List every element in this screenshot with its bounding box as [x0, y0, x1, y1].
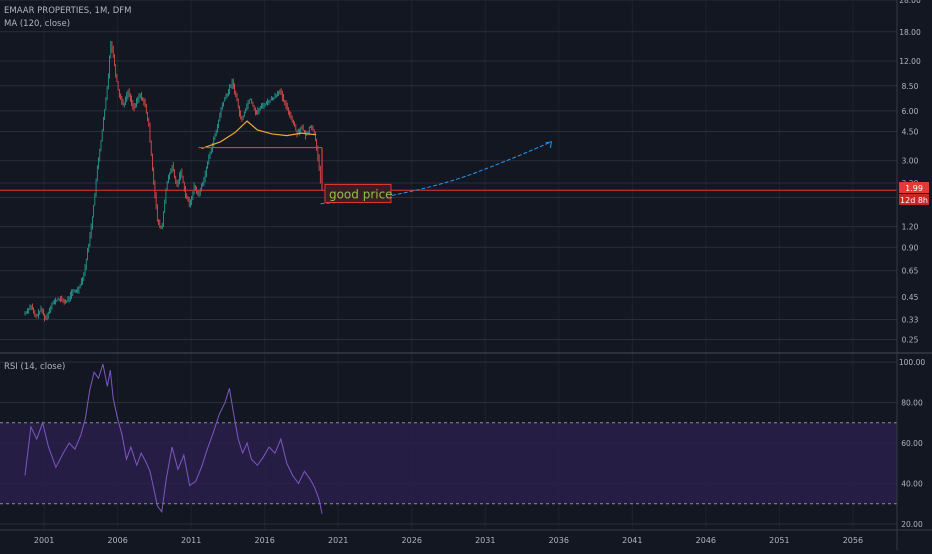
- rsi-tick-label: 80.00: [901, 399, 923, 408]
- countdown-badge: 12d 8h: [899, 194, 929, 205]
- price-tick-label: 28.00: [899, 0, 921, 5]
- good-price-note[interactable]: good price: [324, 183, 393, 203]
- price-series: [24, 40, 321, 322]
- time-tick-label: 2016: [255, 536, 275, 545]
- price-tick-label: 6.00: [902, 107, 919, 116]
- time-tick-label: 2041: [622, 536, 642, 545]
- price-tick-label: 18.00: [899, 28, 921, 37]
- rsi-tick-label: 60.00: [901, 439, 923, 448]
- price-grid: [0, 0, 897, 340]
- price-tick-label: 3.00: [902, 157, 919, 166]
- time-tick-label: 2056: [843, 536, 863, 545]
- last-price-label: 1.99: [905, 184, 923, 193]
- time-tick-label: 2001: [34, 536, 54, 545]
- time-tick-label: 2046: [696, 536, 716, 545]
- price-tick-label: 12.00: [899, 57, 921, 66]
- rsi-legend[interactable]: RSI (14, close): [4, 362, 65, 372]
- price-tick-label: 0.25: [902, 335, 919, 344]
- price-tick-label: 0.90: [902, 243, 919, 252]
- time-tick-label: 2006: [107, 536, 127, 545]
- price-tick-label: 0.33: [902, 315, 919, 324]
- rsi-tick-label: 100.00: [899, 358, 925, 367]
- last-price-badge: 1.99: [899, 182, 929, 193]
- time-tick-label: 2011: [181, 536, 201, 545]
- price-tick-label: 4.50: [902, 128, 919, 137]
- rsi-tick-label: 20.00: [901, 520, 923, 529]
- time-tick-label: 2051: [769, 536, 789, 545]
- moving-average-line: [201, 120, 317, 150]
- rsi-band: [0, 422, 897, 504]
- rsi-line: [24, 363, 323, 514]
- note-text: good price: [329, 187, 393, 201]
- projection-arrowhead: [545, 141, 553, 148]
- time-tick-label: 2021: [328, 536, 348, 545]
- countdown-label: 12d 8h: [900, 196, 928, 205]
- time-tick-label: 2026: [402, 536, 422, 545]
- time-tick-label: 2036: [549, 536, 569, 545]
- drawn-lines: [0, 146, 897, 191]
- price-tick-label: 8.50: [902, 82, 919, 91]
- time-tick-label: 2031: [475, 536, 495, 545]
- note-box[interactable]: [324, 183, 392, 203]
- price-tick-label: 0.45: [902, 293, 919, 302]
- rsi-tick-label: 40.00: [901, 479, 923, 488]
- ma-legend[interactable]: MA (120, close): [4, 19, 70, 29]
- symbol-title[interactable]: EMAAR PROPERTIES, 1M, DFM: [4, 6, 131, 16]
- time-axis[interactable]: 2001 2006 2011 2016 2021 2026 2031 2036 2041 2046…: [34, 536, 863, 545]
- price-tick-label: 0.65: [902, 267, 919, 276]
- price-tick-label: 1.20: [902, 223, 919, 232]
- rsi-axis[interactable]: 20.00 40.00 60.00 80.00 100.00: [899, 358, 925, 529]
